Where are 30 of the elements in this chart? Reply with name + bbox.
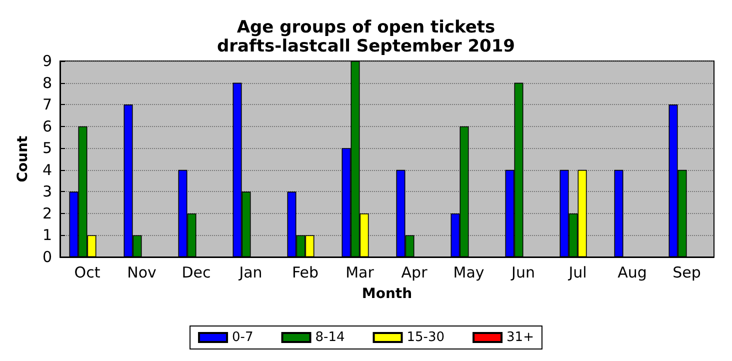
y-tick-label: 6 — [42, 117, 52, 136]
x-tick-label: Jul — [568, 264, 587, 282]
x-tick-label: Apr — [401, 264, 428, 282]
legend-label: 8-14 — [315, 330, 345, 345]
x-tick-label: May — [453, 264, 484, 282]
x-tick-label: Jan — [238, 264, 262, 282]
x-tick-label: Aug — [618, 264, 647, 282]
x-axis-title: Month — [362, 286, 412, 302]
chart-subtitle: drafts-lastcall September 2019 — [216, 36, 516, 56]
x-tick-label: Feb — [292, 264, 319, 282]
x-tick-label: Nov — [127, 264, 157, 282]
y-tick-label: 7 — [42, 96, 52, 114]
x-tick-label: Sep — [672, 264, 701, 282]
x-tick-label: Oct — [74, 264, 100, 282]
x-tick-label: Dec — [182, 264, 211, 282]
x-tick-label: Mar — [346, 264, 375, 282]
y-tick-label: 0 — [42, 248, 52, 266]
legend-label: 31+ — [506, 330, 534, 345]
legend-label: 15-30 — [406, 330, 445, 345]
y-tick-label: 1 — [42, 226, 52, 244]
y-axis-title: Count — [15, 135, 31, 182]
y-tick-label: 5 — [42, 139, 52, 158]
y-tick-label: 2 — [42, 204, 52, 222]
y-tick-label: 8 — [42, 74, 52, 92]
legend-label: 0-7 — [232, 330, 254, 345]
y-tick-label: 3 — [42, 182, 52, 201]
y-tick-label: 4 — [42, 160, 52, 179]
x-tick-label: Jun — [510, 264, 535, 282]
chart-title: Age groups of open tickets — [236, 18, 496, 38]
y-tick-label: 9 — [42, 52, 52, 70]
